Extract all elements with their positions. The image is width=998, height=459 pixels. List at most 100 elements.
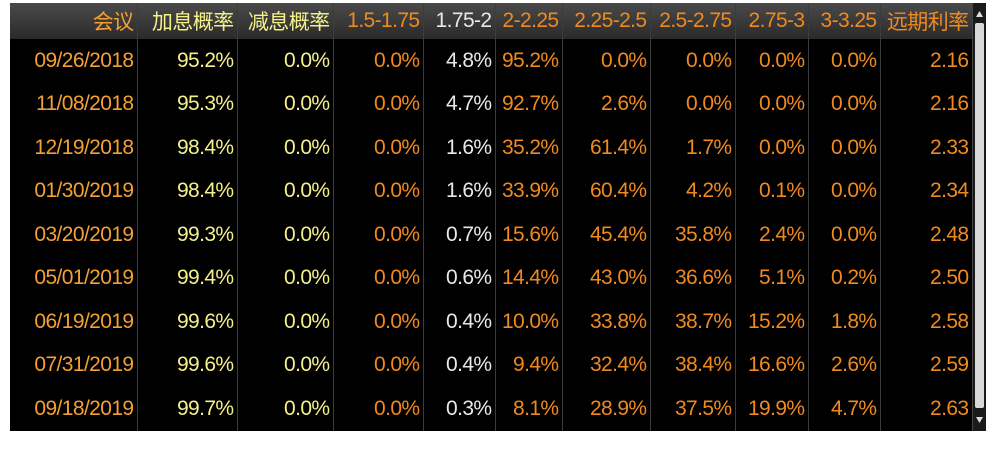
data-row: 12/19/2018 98.4% 0.0% 0.0% 1.6% 35.2% 61.4% 1.7… xyxy=(10,126,973,170)
data-cell: 95.3% xyxy=(137,82,238,126)
data-row: 05/01/2019 99.4% 0.0% 0.0% 0.6% 14.4% 43.0% 36.… xyxy=(10,256,973,300)
data-cell: 0.0% xyxy=(650,82,736,126)
table-header: 会议 加息概率 减息概率 1.5-1.75 1.75-2 2-2.25 2.25-2.5 2.… xyxy=(10,3,973,39)
data-cell: 0.7% xyxy=(423,213,496,257)
data-cell: 8.1% xyxy=(495,387,563,431)
data-cell: 99.4% xyxy=(137,256,238,300)
data-cell: 33.8% xyxy=(562,300,651,344)
meeting-date: 09/26/2018 xyxy=(10,39,138,83)
data-cell: 14.4% xyxy=(495,256,563,300)
data-cell: 37.5% xyxy=(650,387,736,431)
data-cell: 2.16 xyxy=(880,39,973,83)
header-cell: 2.25-2.5 xyxy=(562,3,651,39)
header-cell: 远期利率 xyxy=(880,3,973,39)
data-cell: 98.4% xyxy=(137,126,238,170)
data-cell: 4.8% xyxy=(423,39,496,83)
data-cell: 61.4% xyxy=(562,126,651,170)
scroll-arrows xyxy=(976,11,983,423)
data-cell: 28.9% xyxy=(562,387,651,431)
data-cell: 43.0% xyxy=(562,256,651,300)
data-cell: 0.0% xyxy=(237,126,334,170)
data-cell: 2.59 xyxy=(880,343,973,387)
data-cell: 10.0% xyxy=(495,300,563,344)
data-cell: 19.9% xyxy=(735,387,809,431)
data-cell: 0.0% xyxy=(333,169,424,213)
meeting-date: 09/18/2019 xyxy=(10,387,138,431)
data-cell: 0.0% xyxy=(237,213,334,257)
header-row: 会议 加息概率 减息概率 1.5-1.75 1.75-2 2-2.25 2.25-2.5 2.… xyxy=(10,3,973,39)
data-cell: 2.6% xyxy=(562,82,651,126)
data-cell: 4.7% xyxy=(808,387,881,431)
data-cell: 0.0% xyxy=(333,387,424,431)
data-row: 06/19/2019 99.6% 0.0% 0.0% 0.4% 10.0% 33.8% 38.… xyxy=(10,300,973,344)
data-cell: 0.1% xyxy=(735,169,809,213)
data-cell: 4.2% xyxy=(650,169,736,213)
data-cell: 0.0% xyxy=(808,39,881,83)
rate-probability-table: 会议 加息概率 减息概率 1.5-1.75 1.75-2 2-2.25 2.25-2.5 2.… xyxy=(10,3,973,431)
meeting-date: 01/30/2019 xyxy=(10,169,138,213)
data-cell: 1.6% xyxy=(423,169,496,213)
data-cell: 0.0% xyxy=(735,82,809,126)
data-cell: 99.6% xyxy=(137,343,238,387)
data-cell: 0.0% xyxy=(237,169,334,213)
header-cell: 2.5-2.75 xyxy=(650,3,736,39)
data-cell: 45.4% xyxy=(562,213,651,257)
data-row: 07/31/2019 99.6% 0.0% 0.0% 0.4% 9.4% 32.4% 38.4… xyxy=(10,343,973,387)
data-cell: 2.34 xyxy=(880,169,973,213)
data-cell: 0.0% xyxy=(333,213,424,257)
data-cell: 0.0% xyxy=(735,39,809,83)
data-cell: 33.9% xyxy=(495,169,563,213)
data-cell: 35.8% xyxy=(650,213,736,257)
data-cell: 15.6% xyxy=(495,213,563,257)
data-cell: 4.7% xyxy=(423,82,496,126)
data-row: 11/08/2018 95.3% 0.0% 0.0% 4.7% 92.7% 2.6% 0.0%… xyxy=(10,82,973,126)
data-cell: 2.58 xyxy=(880,300,973,344)
data-cell: 16.6% xyxy=(735,343,809,387)
data-cell: 1.7% xyxy=(650,126,736,170)
data-cell: 0.0% xyxy=(808,126,881,170)
data-cell: 38.7% xyxy=(650,300,736,344)
header-cell: 2.75-3 xyxy=(735,3,809,39)
data-cell: 35.2% xyxy=(495,126,563,170)
scrollbar[interactable] xyxy=(972,3,986,431)
data-cell: 0.0% xyxy=(237,39,334,83)
data-row: 01/30/2019 98.4% 0.0% 0.0% 1.6% 33.9% 60.4% 4.2… xyxy=(10,169,973,213)
data-cell: 5.1% xyxy=(735,256,809,300)
data-cell: 60.4% xyxy=(562,169,651,213)
rate-table-panel: 会议 加息概率 减息概率 1.5-1.75 1.75-2 2-2.25 2.25-2.5 2.… xyxy=(10,3,986,431)
data-cell: 0.0% xyxy=(808,213,881,257)
header-cell: 加息概率 xyxy=(137,3,238,39)
data-cell: 0.0% xyxy=(237,256,334,300)
data-cell: 15.2% xyxy=(735,300,809,344)
meeting-date: 12/19/2018 xyxy=(10,126,138,170)
meeting-date: 03/20/2019 xyxy=(10,213,138,257)
data-cell: 0.0% xyxy=(808,82,881,126)
scroll-thumb[interactable] xyxy=(975,23,984,408)
data-cell: 0.6% xyxy=(423,256,496,300)
data-cell: 32.4% xyxy=(562,343,651,387)
data-cell: 0.0% xyxy=(333,126,424,170)
data-cell: 0.2% xyxy=(808,256,881,300)
data-cell: 36.6% xyxy=(650,256,736,300)
data-cell: 0.0% xyxy=(237,82,334,126)
data-cell: 2.48 xyxy=(880,213,973,257)
data-cell: 0.3% xyxy=(423,387,496,431)
data-cell: 0.0% xyxy=(562,39,651,83)
data-cell: 1.8% xyxy=(808,300,881,344)
header-cell: 1.75-2 xyxy=(423,3,496,39)
data-cell: 0.0% xyxy=(808,169,881,213)
header-cell: 3-3.25 xyxy=(808,3,881,39)
data-cell: 0.0% xyxy=(237,387,334,431)
data-cell: 0.0% xyxy=(237,300,334,344)
data-cell: 99.7% xyxy=(137,387,238,431)
data-cell: 99.6% xyxy=(137,300,238,344)
data-cell: 0.0% xyxy=(333,343,424,387)
header-cell: 1.5-1.75 xyxy=(333,3,424,39)
header-cell: 减息概率 xyxy=(237,3,334,39)
data-cell: 0.0% xyxy=(333,256,424,300)
data-cell: 2.33 xyxy=(880,126,973,170)
data-row: 03/20/2019 99.3% 0.0% 0.0% 0.7% 15.6% 45.4% 35.… xyxy=(10,213,973,257)
data-cell: 2.63 xyxy=(880,387,973,431)
data-cell: 0.0% xyxy=(650,39,736,83)
